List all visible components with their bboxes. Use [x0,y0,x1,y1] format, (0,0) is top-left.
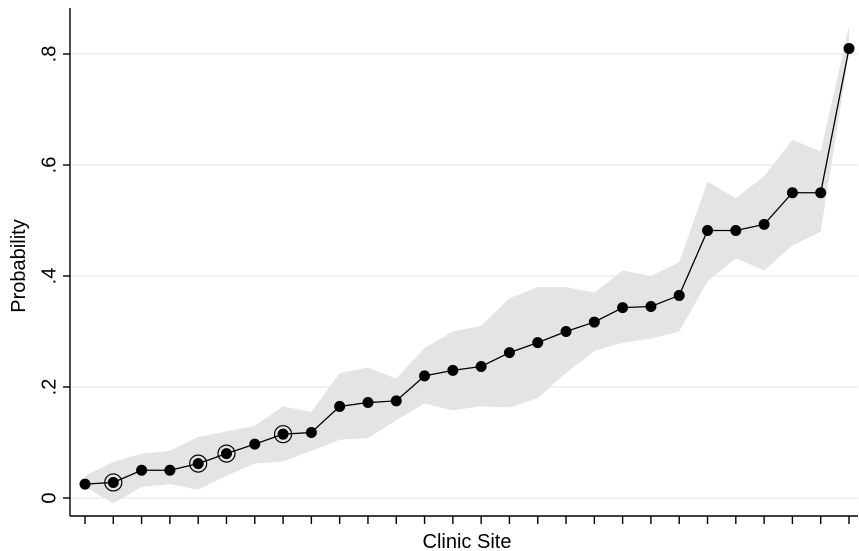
series-polyline [84,48,850,485]
data-point-7 [249,438,261,450]
data-point-12 [390,395,402,407]
data-point-19 [588,316,600,328]
data-point-14 [447,364,459,376]
y-axis-title: Probability [8,219,30,312]
data-point-25 [758,218,770,230]
data-point-28 [843,42,855,54]
data-point-2 [107,476,119,488]
confidence-band [85,26,849,504]
data-point-8 [277,428,289,440]
data-point-17 [532,337,544,349]
highlight-ring-5 [189,454,208,473]
data-point-26 [786,187,798,199]
data-point-11 [362,397,374,409]
data-point-16 [503,347,515,359]
confidence-band-area [85,26,849,504]
x-axis-title: Clinic Site [423,531,512,551]
y-tick-label-3: .6 [38,157,60,174]
y-tick-label-4: .8 [38,46,60,63]
y-tick-label-0: 0 [38,492,60,503]
gridlines [70,53,858,499]
highlight-ring-6 [217,444,236,463]
data-point-3 [136,464,148,476]
data-points [79,42,855,492]
data-point-1 [79,478,91,490]
data-point-13 [419,370,431,382]
series-line [84,48,850,485]
data-point-24 [730,224,742,236]
data-point-22 [673,289,685,301]
y-tick-label-1: .2 [38,379,60,396]
y-tick-label-2: .4 [38,268,60,285]
data-point-9 [305,427,317,439]
highlight-ring-2 [104,473,123,492]
data-point-23 [702,224,714,236]
data-point-15 [475,360,487,372]
data-point-27 [815,187,827,199]
highlight-ring-8 [273,425,293,444]
axes: 0 .2 .4 .6 .8 [38,8,858,524]
data-point-21 [645,301,657,313]
data-point-5 [192,458,204,470]
data-point-4 [164,464,176,476]
data-point-10 [334,400,346,412]
data-point-18 [560,326,572,337]
data-point-6 [220,448,232,460]
data-point-20 [617,302,629,314]
